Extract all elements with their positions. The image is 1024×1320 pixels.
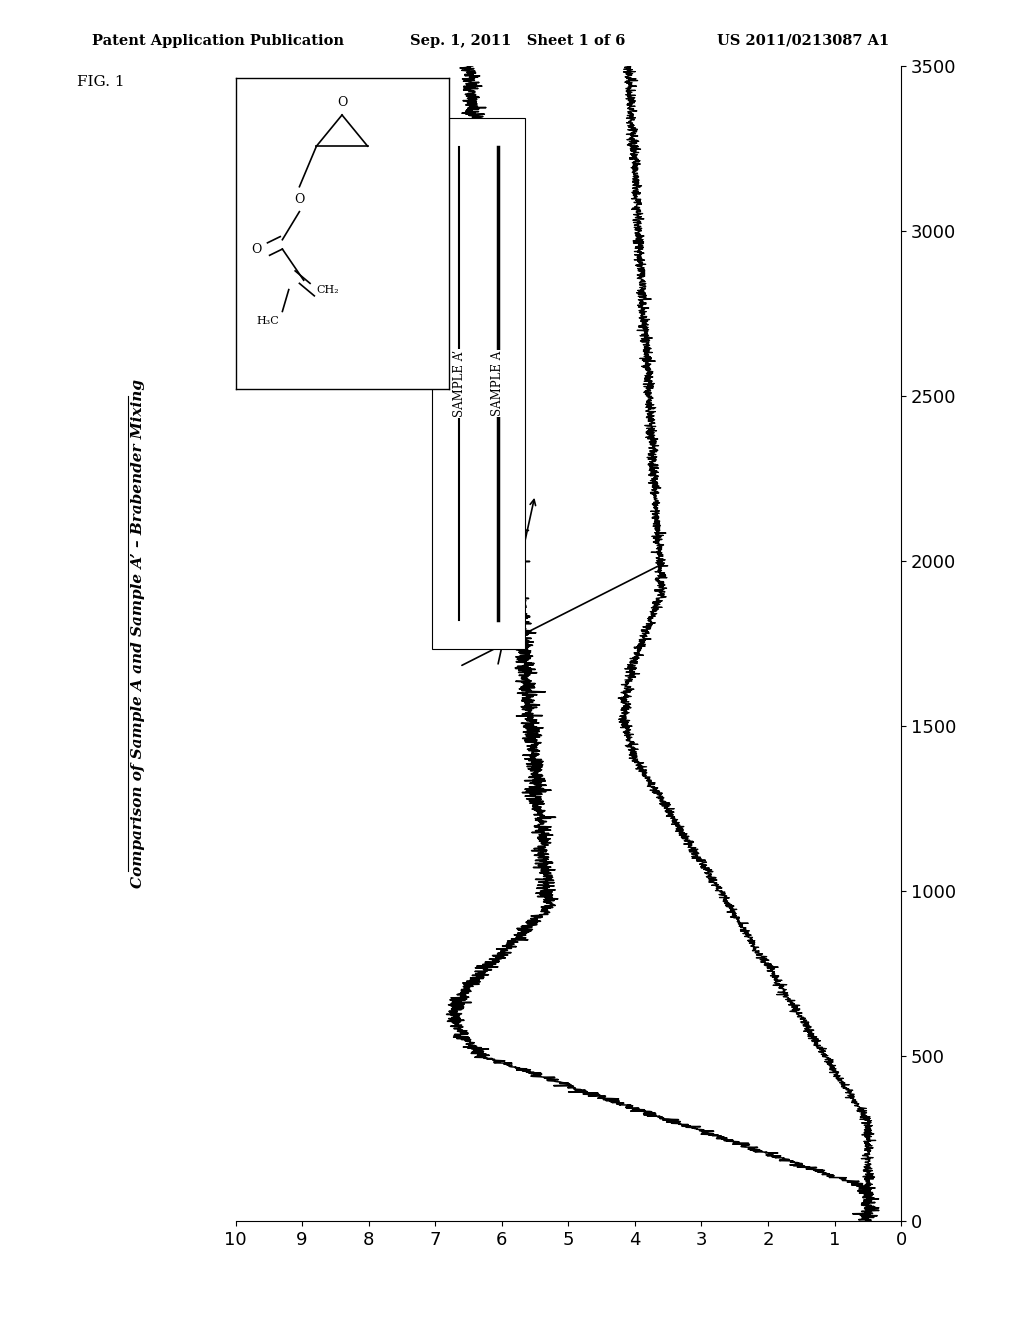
Text: FIG. 1: FIG. 1 <box>77 75 125 88</box>
Text: Sep. 1, 2011   Sheet 1 of 6: Sep. 1, 2011 Sheet 1 of 6 <box>410 34 625 48</box>
Text: Comparison of Sample A and Sample A’ – Brabender Mixing: Comparison of Sample A and Sample A’ – B… <box>131 379 145 888</box>
FancyBboxPatch shape <box>432 117 525 649</box>
Text: SAMPLE A’: SAMPLE A’ <box>453 350 466 417</box>
Text: SAMPLE A: SAMPLE A <box>490 351 504 416</box>
Text: US 2011/0213087 A1: US 2011/0213087 A1 <box>717 34 889 48</box>
Text: Patent Application Publication: Patent Application Publication <box>92 34 344 48</box>
